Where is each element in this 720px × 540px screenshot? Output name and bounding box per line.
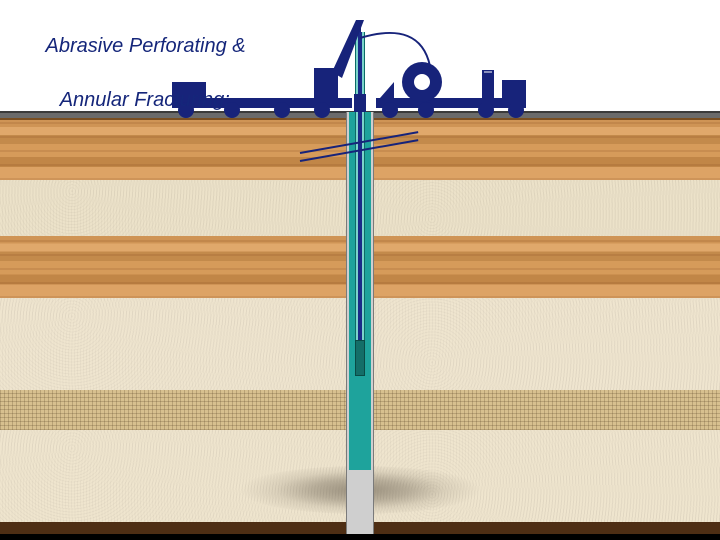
title-line-1: Abrasive Perforating & — [45, 35, 245, 57]
diagram-canvas: Abrasive Perforating & Annular Fracturin… — [0, 0, 720, 540]
diagram-title: Abrasive Perforating & Annular Fracturin… — [24, 6, 244, 141]
hose-icon — [360, 33, 430, 66]
blender-truck-icon — [376, 62, 526, 118]
title-line-2: Annular Fracturing: — [60, 89, 230, 111]
